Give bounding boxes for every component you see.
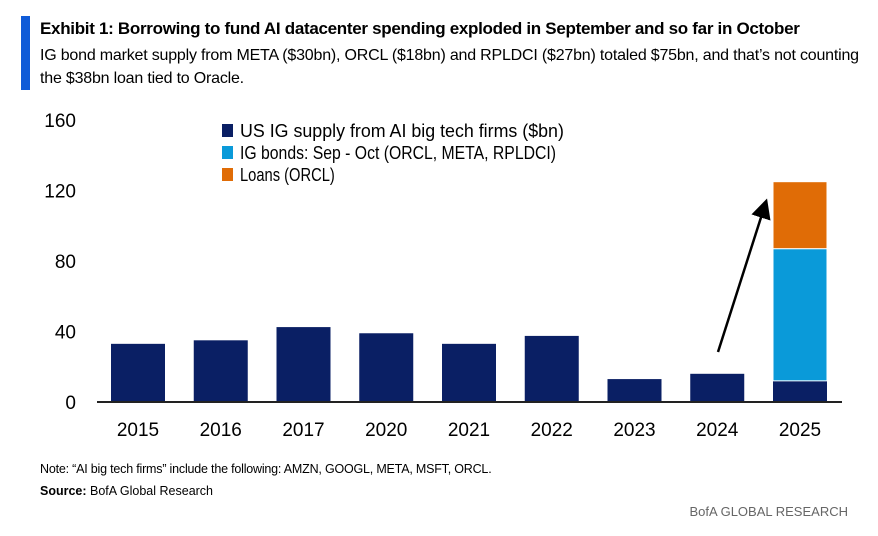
- bar-2025: [773, 380, 827, 402]
- legend-label: IG bonds: Sep - Oct (ORCL, META, RPLDCI): [240, 143, 556, 163]
- y-tick-label: 80: [55, 252, 76, 273]
- y-tick-label: 120: [44, 182, 76, 203]
- bar-2021: [442, 343, 496, 402]
- bar-2015: [111, 343, 165, 402]
- x-tick-label: 2017: [282, 420, 324, 441]
- x-tick-label: 2021: [448, 420, 490, 441]
- bar-2025: [772, 181, 828, 250]
- x-tick-label: 2023: [613, 420, 655, 441]
- legend-swatch: [222, 124, 233, 137]
- x-tick-label: 2020: [365, 420, 407, 441]
- x-tick-label: 2022: [531, 420, 573, 441]
- footnote: Note: “AI big tech firms” include the fo…: [40, 462, 492, 476]
- x-tick-label: 2015: [117, 420, 159, 441]
- y-tick-label: 0: [65, 393, 76, 414]
- x-tick-label: 2024: [696, 420, 739, 441]
- y-tick-label: 40: [55, 323, 76, 344]
- bar-2017: [276, 327, 331, 402]
- x-tick-label: 2016: [200, 420, 242, 441]
- y-tick-label: 160: [44, 111, 76, 132]
- legend-swatch: [222, 146, 233, 159]
- legend-label: Loans (ORCL): [240, 165, 335, 185]
- brand-logo-text: BofA GLOBAL RESEARCH: [689, 504, 848, 519]
- source-label: Source:: [40, 484, 87, 498]
- accent-bar: [21, 16, 30, 90]
- source-line: Source: BofA Global Research: [40, 484, 213, 498]
- bar-2016: [193, 340, 248, 402]
- bar-2023: [607, 379, 662, 402]
- chart-title: Exhibit 1: Borrowing to fund AI datacent…: [40, 19, 800, 38]
- annotation-arrow: [716, 198, 771, 353]
- chart-subtitle: IG bond market supply from META ($30bn),…: [40, 47, 859, 87]
- bar-2020: [359, 333, 414, 402]
- bar-2022: [524, 335, 579, 402]
- legend-swatch: [222, 168, 233, 181]
- bar-2024: [690, 373, 745, 402]
- legend-label: US IG supply from AI big tech firms ($bn…: [240, 121, 564, 141]
- source-text: BofA Global Research: [86, 484, 214, 498]
- x-tick-label: 2025: [779, 420, 821, 441]
- bar-2025: [772, 248, 828, 382]
